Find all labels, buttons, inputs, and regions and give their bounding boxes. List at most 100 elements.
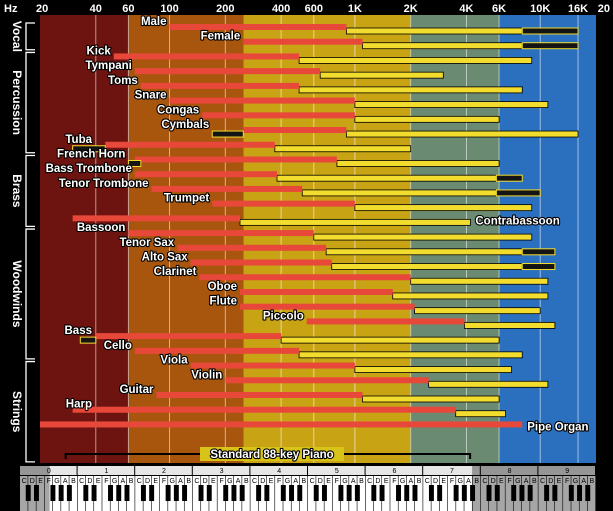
white-key[interactable] [209, 476, 217, 511]
white-key[interactable] [159, 476, 168, 511]
black-key[interactable] [354, 485, 360, 501]
black-key[interactable] [50, 485, 56, 501]
black-key[interactable] [412, 485, 418, 501]
black-key[interactable] [511, 485, 517, 501]
black-key[interactable] [33, 485, 39, 501]
black-key[interactable] [486, 485, 492, 501]
black-key[interactable] [182, 485, 188, 501]
white-key[interactable] [225, 476, 234, 511]
black-key[interactable] [116, 485, 122, 501]
white-key[interactable] [349, 476, 357, 511]
white-key[interactable] [266, 476, 275, 511]
black-key[interactable] [91, 485, 97, 501]
black-key[interactable] [544, 485, 550, 501]
black-key[interactable] [239, 485, 245, 501]
white-key[interactable] [382, 476, 390, 511]
white-key[interactable] [20, 476, 28, 511]
white-key[interactable] [373, 476, 382, 511]
white-key[interactable] [316, 476, 324, 511]
black-key[interactable] [66, 485, 72, 501]
white-key[interactable] [538, 476, 547, 511]
white-key[interactable] [176, 476, 184, 511]
black-key[interactable] [264, 485, 270, 501]
white-key[interactable] [275, 476, 283, 511]
white-key[interactable] [283, 476, 291, 511]
white-key[interactable] [340, 476, 349, 511]
white-key[interactable] [324, 476, 333, 511]
white-key[interactable] [332, 476, 341, 511]
white-key[interactable] [571, 476, 579, 511]
black-key[interactable] [256, 485, 262, 501]
white-key[interactable] [28, 476, 36, 511]
white-key[interactable] [308, 476, 316, 511]
white-key[interactable] [497, 476, 505, 511]
black-key[interactable] [173, 485, 179, 501]
black-key[interactable] [313, 485, 319, 501]
white-key[interactable] [587, 476, 596, 511]
black-key[interactable] [585, 485, 591, 501]
black-key[interactable] [346, 485, 352, 501]
black-key[interactable] [321, 485, 327, 501]
white-key[interactable] [365, 476, 374, 511]
black-key[interactable] [552, 485, 558, 501]
black-key[interactable] [165, 485, 171, 501]
white-key[interactable] [521, 476, 530, 511]
black-key[interactable] [527, 485, 533, 501]
black-key[interactable] [338, 485, 344, 501]
black-key[interactable] [371, 485, 377, 501]
black-key[interactable] [297, 485, 303, 501]
white-key[interactable] [36, 476, 45, 511]
black-key[interactable] [437, 485, 443, 501]
white-key[interactable] [258, 476, 267, 511]
black-key[interactable] [404, 485, 410, 501]
white-key[interactable] [61, 476, 69, 511]
white-key[interactable] [110, 476, 119, 511]
white-key[interactable] [390, 476, 398, 511]
white-key[interactable] [546, 476, 555, 511]
white-key[interactable] [423, 476, 431, 511]
white-key[interactable] [530, 476, 538, 511]
white-key[interactable] [464, 476, 472, 511]
black-key[interactable] [206, 485, 212, 501]
black-key[interactable] [280, 485, 286, 501]
white-key[interactable] [291, 476, 300, 511]
white-key[interactable] [201, 476, 209, 511]
white-key[interactable] [192, 476, 201, 511]
black-key[interactable] [568, 485, 574, 501]
black-key[interactable] [577, 485, 583, 501]
white-key[interactable] [69, 476, 77, 511]
white-key[interactable] [299, 476, 308, 511]
white-key[interactable] [52, 476, 61, 511]
white-key[interactable] [439, 476, 448, 511]
white-key[interactable] [505, 476, 514, 511]
white-key[interactable] [44, 476, 53, 511]
white-key[interactable] [513, 476, 522, 511]
white-key[interactable] [77, 476, 86, 511]
black-key[interactable] [396, 485, 401, 501]
black-key[interactable] [453, 485, 459, 501]
white-key[interactable] [233, 476, 242, 511]
white-key[interactable] [456, 476, 464, 511]
white-key[interactable] [563, 476, 571, 511]
white-key[interactable] [554, 476, 563, 511]
white-key[interactable] [398, 476, 407, 511]
white-key[interactable] [489, 476, 497, 511]
black-key[interactable] [140, 485, 146, 501]
white-key[interactable] [472, 476, 481, 511]
black-key[interactable] [58, 485, 64, 501]
black-key[interactable] [231, 485, 237, 501]
white-key[interactable] [135, 476, 143, 511]
black-key[interactable] [379, 485, 385, 501]
white-key[interactable] [480, 476, 489, 511]
white-key[interactable] [126, 476, 135, 511]
black-key[interactable] [108, 485, 113, 501]
white-key[interactable] [85, 476, 94, 511]
black-key[interactable] [470, 485, 476, 501]
white-key[interactable] [168, 476, 176, 511]
white-key[interactable] [579, 476, 588, 511]
white-key[interactable] [217, 476, 226, 511]
white-key[interactable] [118, 476, 127, 511]
black-key[interactable] [519, 485, 525, 501]
white-key[interactable] [143, 476, 152, 511]
white-key[interactable] [151, 476, 160, 511]
